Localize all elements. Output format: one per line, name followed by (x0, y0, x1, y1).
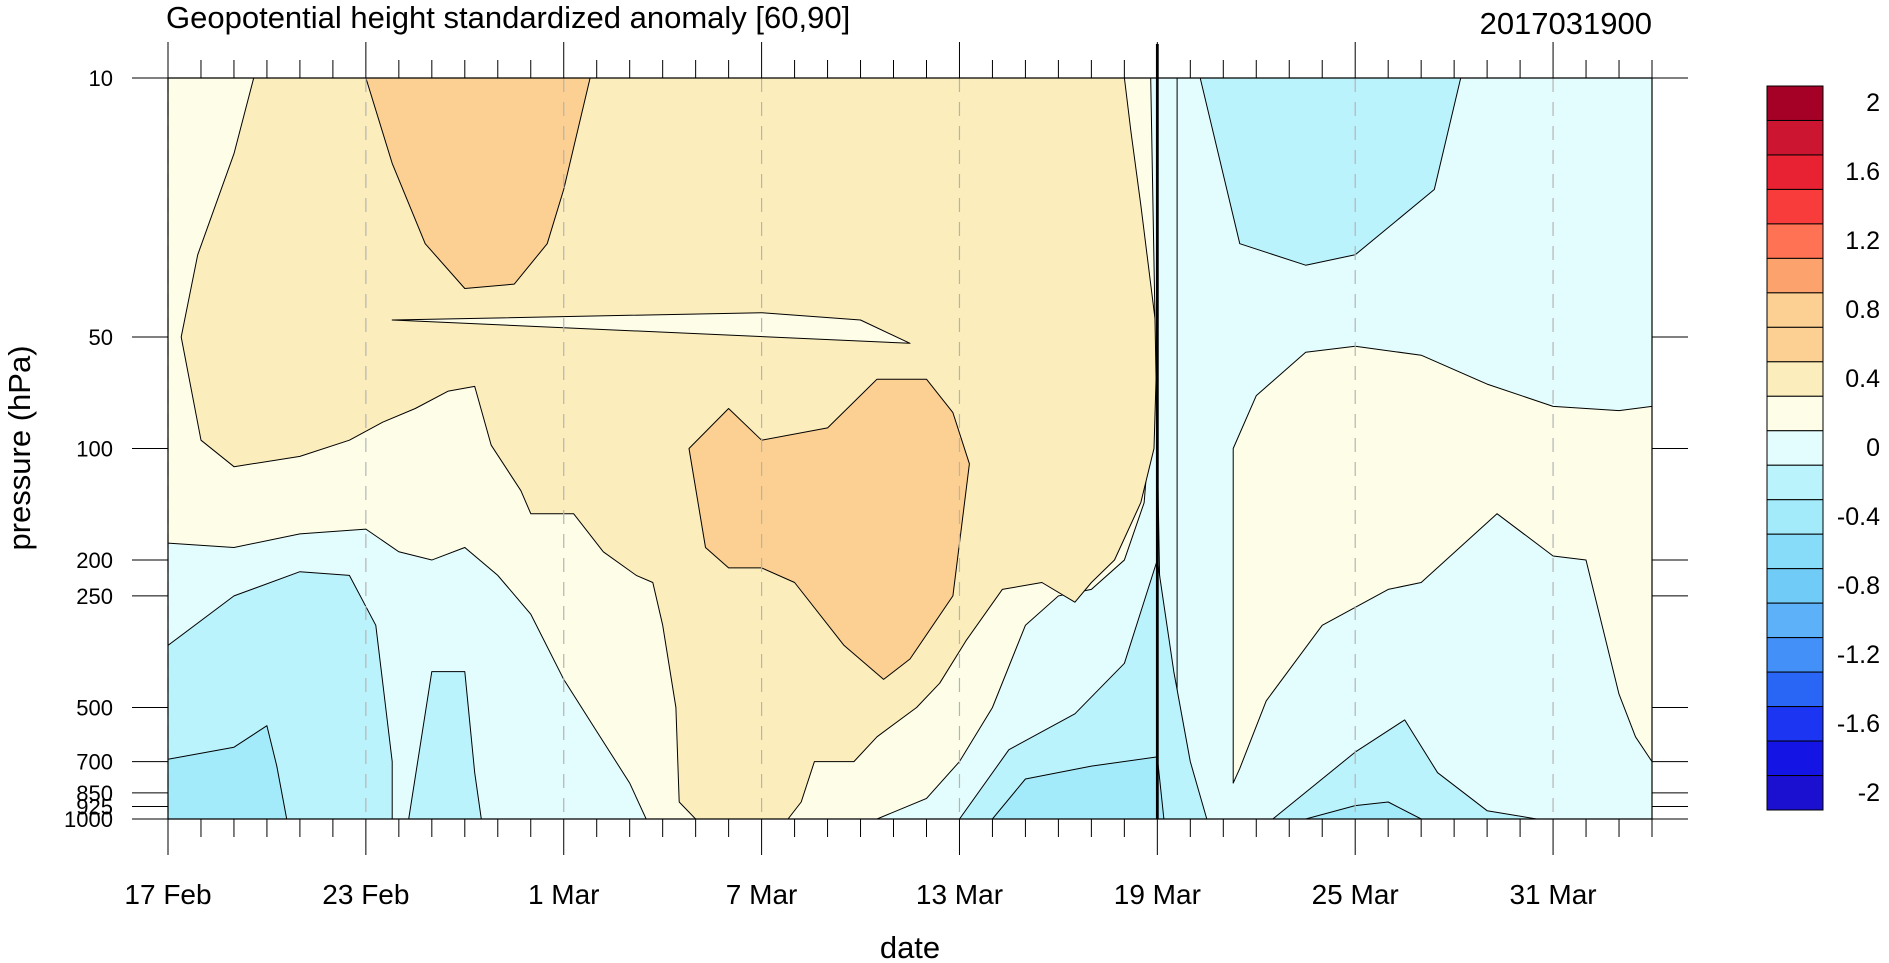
colorbar-swatch (1766, 499, 1824, 535)
colorbar-label: 1.6 (1845, 158, 1880, 186)
colorbar-label: 0.8 (1845, 296, 1880, 324)
x-tick-label: 7 Mar (726, 879, 798, 910)
y-tick-label: 700 (76, 750, 113, 775)
colorbar-swatch (1766, 430, 1824, 466)
y-tick-label: 1000 (64, 807, 113, 832)
x-tick-label: 23 Feb (322, 879, 409, 910)
colorbar-swatch (1766, 85, 1824, 121)
x-tick-label: 25 Mar (1312, 879, 1399, 910)
colorbar-swatch (1766, 292, 1824, 328)
x-tick-label: 1 Mar (528, 879, 600, 910)
colorbar-label: -2 (1858, 779, 1880, 807)
chart-title: Geopotential height standardized anomaly… (166, 0, 850, 35)
colorbar-swatch (1766, 706, 1824, 742)
colorbar-label: -0.4 (1837, 503, 1880, 531)
colorbar-swatch (1766, 326, 1824, 363)
colorbar-label: -0.8 (1837, 572, 1880, 600)
colorbar-label: -1.6 (1837, 710, 1880, 738)
colorbar-swatch (1766, 602, 1824, 639)
contour-region (688, 378, 970, 680)
y-tick-label: 500 (76, 695, 113, 720)
contour-plot (167, 44, 1652, 819)
colorbar-label: 2 (1866, 89, 1880, 117)
date-stamp: 2017031900 (1480, 6, 1652, 41)
colorbar-swatch (1766, 533, 1824, 570)
colorbar-label: 0.4 (1845, 365, 1880, 393)
colorbar-swatch (1766, 361, 1824, 397)
contour-region (391, 312, 911, 344)
y-tick-label: 50 (89, 325, 113, 350)
x-axis-title: date (880, 930, 940, 963)
colorbar-swatch (1766, 257, 1824, 294)
colorbar-swatch (1766, 464, 1824, 501)
y-tick-label: 200 (76, 548, 113, 573)
contour-region (408, 671, 482, 819)
colorbar-swatch (1766, 740, 1824, 777)
y-axis-title: pressure (hPa) (2, 345, 37, 550)
colorbar-swatch (1766, 775, 1824, 811)
colorbar-swatch (1766, 154, 1824, 190)
colorbar-swatch (1766, 637, 1824, 673)
x-tick-label: 13 Mar (916, 879, 1003, 910)
y-tick-label: 850 (76, 781, 113, 806)
contour-region (1232, 345, 1652, 784)
contour-region (365, 78, 591, 289)
y-tick-label: 250 (76, 584, 113, 609)
contour-region (168, 725, 288, 819)
y-tick-label: 10 (89, 66, 113, 91)
colorbar-swatch (1766, 119, 1824, 156)
y-tick-label: 925 (76, 794, 113, 819)
colorbar-swatch (1766, 223, 1824, 259)
x-axis: 17 Feb 23 Feb 1 Mar 7 Mar 13 Mar 19 Mar 25 Mar… (124, 42, 1653, 910)
contour-region (991, 756, 1165, 819)
y-tick-label: 100 (76, 437, 113, 462)
colorbar-swatch (1766, 568, 1824, 604)
x-tick-label: 17 Feb (124, 879, 211, 910)
x-tick-label: 19 Mar (1114, 879, 1201, 910)
colorbar-swatch (1766, 395, 1824, 432)
colorbar-label: 0 (1866, 434, 1880, 462)
colorbar: 2 1.6 1.2 0.8 0.4 0 -0.4 -0.8 -1.2 -1.6 -2 (1766, 85, 1880, 811)
colorbar-swatch (1766, 671, 1824, 708)
x-tick-label: 31 Mar (1509, 879, 1596, 910)
contour-region (1305, 801, 1422, 819)
colorbar-label: 1.2 (1845, 227, 1880, 255)
colorbar-swatch (1766, 188, 1824, 225)
colorbar-label: -1.2 (1837, 641, 1880, 669)
